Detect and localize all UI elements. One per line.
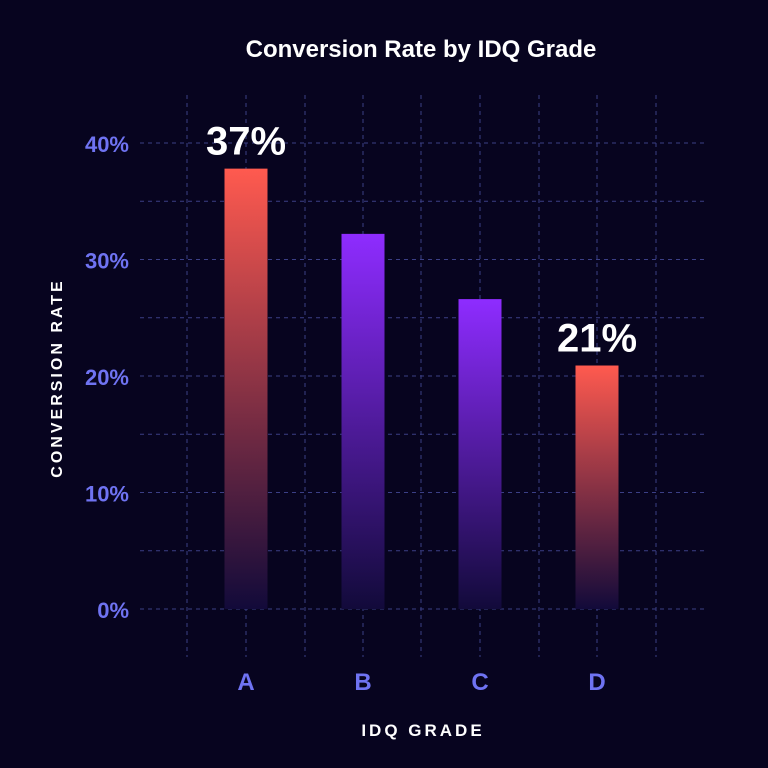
bar-a xyxy=(224,168,268,609)
x-tick-label: A xyxy=(237,669,254,696)
labels: 0% 10% 20% 30% 40% A 37% B C D 21% xyxy=(85,120,637,696)
bar-b xyxy=(341,233,385,609)
x-tick-label: B xyxy=(354,669,371,696)
chart-title: Conversion Rate by IDQ Grade xyxy=(246,36,597,63)
x-tick-label: C xyxy=(471,669,488,696)
y-tick-label: 40% xyxy=(85,132,129,157)
data-label: 37% xyxy=(206,120,286,164)
x-axis-title: IDQ GRADE xyxy=(361,721,484,740)
bar-d xyxy=(575,365,619,609)
y-tick-label: 0% xyxy=(97,598,129,623)
y-tick-label: 30% xyxy=(85,249,129,274)
bars xyxy=(224,168,619,609)
y-tick-label: 10% xyxy=(85,482,129,507)
y-tick-label: 20% xyxy=(85,365,129,390)
bar-c xyxy=(458,299,502,609)
x-tick-label: D xyxy=(588,669,605,696)
data-label: 21% xyxy=(557,317,637,361)
y-axis-title: CONVERSION RATE xyxy=(49,278,66,477)
